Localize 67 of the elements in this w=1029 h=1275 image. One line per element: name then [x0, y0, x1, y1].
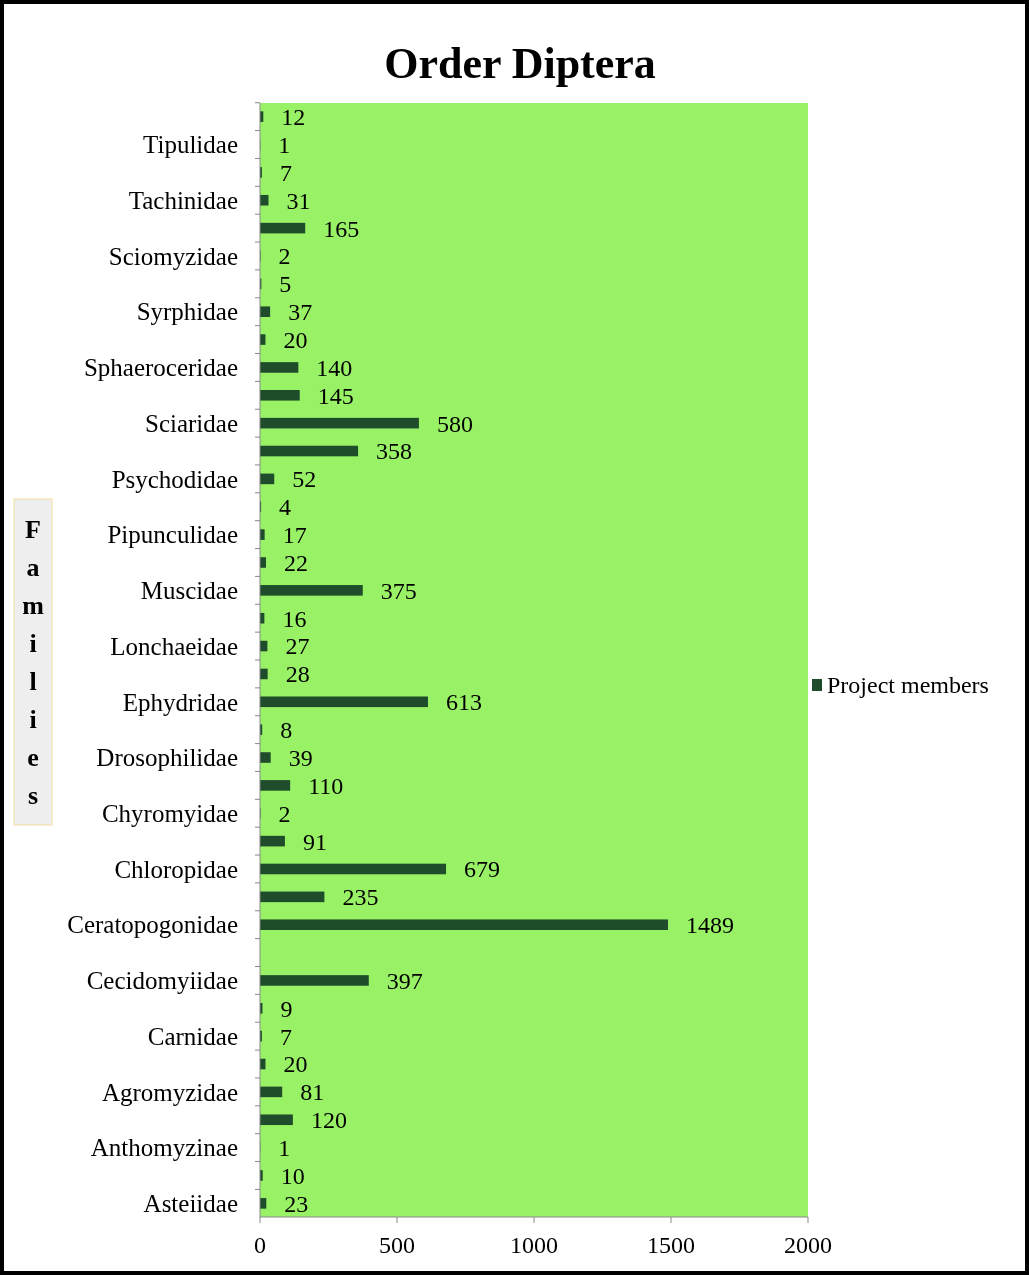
data-label: 23: [284, 1190, 309, 1217]
data-label: 5: [279, 271, 292, 298]
y-tick-label: Chyromyidae: [101, 800, 238, 827]
y-tick-label: Lonchaeidae: [110, 632, 238, 660]
y-tick-label: Sciaridae: [144, 409, 238, 437]
x-tick-label: 500: [379, 1232, 415, 1258]
data-label: 7: [279, 159, 292, 186]
data-label: 1489: [685, 912, 734, 939]
data-label: 22: [284, 549, 309, 576]
data-label: 8: [280, 717, 293, 744]
y-tick-label: Tachinidae: [128, 187, 238, 214]
data-label: 110: [308, 772, 344, 799]
data-label: 397: [386, 967, 423, 994]
y-tick-label: Tipulidae: [143, 131, 238, 159]
y-tick-label: Sciomyzidae: [108, 242, 238, 270]
y-tick-label: Cecidomyiidae: [86, 967, 238, 995]
data-label: 9: [280, 995, 293, 1022]
data-label: 613: [445, 689, 482, 716]
y-tick-label: Muscidae: [140, 577, 238, 605]
y-tick-label: Ceratopogonidae: [67, 911, 238, 939]
x-tick-label: 2000: [784, 1232, 832, 1258]
x-tick-label: 1500: [647, 1232, 695, 1258]
y-tick-label: Syrphidae: [136, 298, 238, 326]
data-label: 1: [278, 131, 291, 158]
data-label: 580: [436, 410, 473, 437]
data-label: 91: [302, 828, 327, 855]
data-label: 4: [279, 494, 292, 521]
data-label: 52: [292, 466, 317, 493]
legend-label: Project members: [827, 672, 989, 699]
y-tick-label: Agromyzidae: [101, 1078, 238, 1106]
data-label: 37: [288, 299, 313, 326]
data-label: 81: [300, 1079, 325, 1106]
data-label: 27: [285, 633, 310, 660]
data-label: 120: [310, 1107, 347, 1134]
data-label: 1: [278, 1135, 291, 1162]
y-tick-label: Carnidae: [147, 1022, 238, 1050]
y-tick-label: Chloropidae: [114, 855, 238, 883]
data-label: 16: [282, 605, 307, 632]
data-label: 20: [283, 326, 308, 353]
y-tick-label: Sphaeroceridae: [83, 354, 238, 382]
data-label: 140: [316, 354, 353, 381]
data-label: 12: [281, 104, 306, 131]
data-label: 145: [317, 382, 354, 409]
data-label: 375: [380, 577, 417, 604]
data-label: 20: [283, 1051, 308, 1078]
data-label: 235: [342, 884, 379, 911]
data-label: 2: [278, 243, 291, 270]
y-tick-label: Anthomyzinae: [90, 1134, 238, 1162]
y-tick-label: Psychodidae: [111, 465, 238, 493]
y-tick-label: Pipunculidae: [107, 521, 238, 549]
y-tick-label: Asteiidae: [143, 1190, 238, 1218]
y-tick-label: Ephydridae: [122, 688, 238, 716]
data-label: 2: [278, 800, 291, 827]
y-axis-title: Families: [22, 515, 45, 810]
y-tick-label: Drosophilidae: [96, 744, 238, 772]
data-label: 10: [280, 1162, 305, 1189]
x-tick-label: 1000: [510, 1232, 558, 1258]
data-label: 31: [286, 187, 311, 214]
data-label: 679: [464, 856, 501, 883]
data-label: 17: [282, 522, 307, 549]
chart-title: Order Diptera: [384, 39, 656, 88]
data-label: 28: [285, 661, 310, 688]
data-label: 358: [376, 438, 413, 465]
x-tick-label: 0: [254, 1232, 266, 1258]
data-label: 39: [288, 744, 313, 771]
data-label: 165: [323, 215, 360, 242]
data-label: 7: [279, 1023, 292, 1050]
